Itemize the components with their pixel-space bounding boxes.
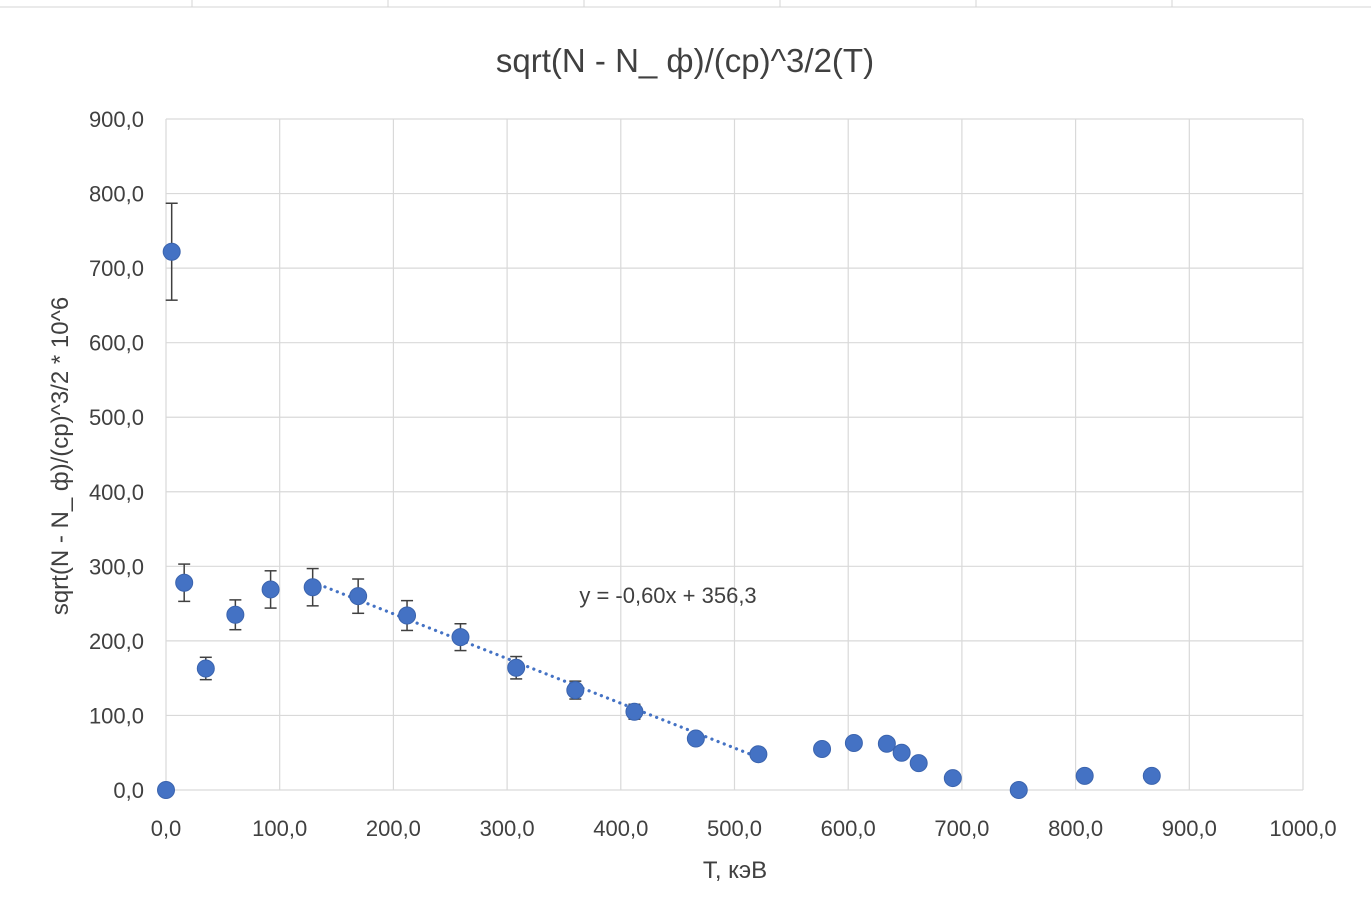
data-point [813, 739, 832, 758]
data-point [1142, 766, 1161, 785]
y-axis-label: sqrt(N - N_ ф)/(cp)^3/2 * 10^6 [47, 297, 74, 615]
x-tick-label: 900,0 [1162, 816, 1217, 841]
trendline-group [311, 580, 760, 760]
x-axis-label: T, кэВ [703, 857, 767, 884]
data-point [943, 769, 962, 788]
spreadsheet-cell-lines [0, 0, 1371, 8]
data-point [157, 781, 175, 799]
data-point [507, 658, 526, 677]
data-point [196, 659, 215, 678]
y-tick-label: 400,0 [89, 480, 144, 505]
data-point [398, 606, 417, 625]
data-point [1075, 766, 1094, 785]
trendline-equation: y = -0,60x + 356,3 [579, 583, 756, 608]
data-point [625, 702, 644, 721]
data-point [844, 734, 863, 753]
data-point [877, 734, 896, 753]
data-point [349, 587, 368, 606]
y-tick-label: 100,0 [89, 703, 144, 728]
data-point [892, 743, 911, 762]
data-point [686, 729, 705, 748]
points-group [157, 242, 1161, 799]
y-tick-labels: 0,0 100,0 200,0 300,0 400,0 500,0 600,0 700,0 80… [89, 107, 144, 803]
data-point [226, 605, 245, 624]
trendline [311, 580, 760, 760]
x-tick-label: 300,0 [480, 816, 535, 841]
data-point [909, 754, 928, 773]
data-point [303, 578, 322, 597]
x-tick-label: 700,0 [934, 816, 989, 841]
x-tick-label: 600,0 [821, 816, 876, 841]
y-tick-label: 0,0 [113, 778, 144, 803]
x-tick-label: 1000,0 [1269, 816, 1336, 841]
x-gridlines [165, 119, 1304, 790]
y-tick-label: 800,0 [89, 182, 144, 207]
y-tick-label: 500,0 [89, 405, 144, 430]
data-point [261, 580, 280, 599]
data-point [451, 628, 470, 647]
chart-title: sqrt(N - N_ ф)/(cp)^3/2(T) [496, 42, 874, 79]
y-tick-label: 600,0 [89, 331, 144, 356]
errorbars-group [165, 202, 641, 720]
data-point [1009, 781, 1028, 799]
data-point [162, 242, 181, 261]
x-tick-label: 800,0 [1048, 816, 1103, 841]
y-tick-label: 900,0 [89, 107, 144, 132]
data-point [749, 745, 768, 764]
x-tick-labels: 0,0 100,0 200,0 300,0 400,0 500,0 600,0 700,0 80… [151, 816, 1337, 841]
data-point [566, 681, 585, 700]
x-tick-label: 400,0 [593, 816, 648, 841]
x-tick-label: 0,0 [151, 816, 182, 841]
data-point [175, 573, 194, 592]
y-tick-label: 200,0 [89, 629, 144, 654]
x-tick-label: 200,0 [366, 816, 421, 841]
y-tick-label: 300,0 [89, 554, 144, 579]
y-tick-label: 700,0 [89, 256, 144, 281]
x-tick-label: 100,0 [252, 816, 307, 841]
x-tick-label: 500,0 [707, 816, 762, 841]
